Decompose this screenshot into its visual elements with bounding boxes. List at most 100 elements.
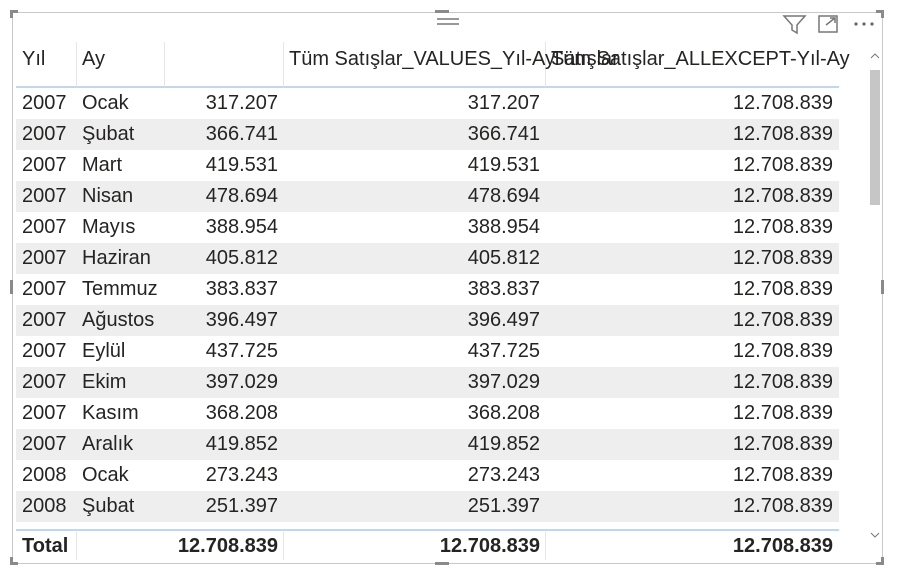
table-cell: 366.741	[205, 123, 278, 145]
table-cell: Aralık	[82, 433, 134, 455]
row-background	[16, 491, 839, 522]
row-background	[16, 367, 839, 398]
table-cell: 2007	[22, 371, 67, 393]
row-background	[16, 243, 839, 274]
table-cell: 2007	[22, 433, 67, 455]
table-cell: Ağustos	[82, 309, 155, 331]
table-cell: 388.954	[467, 216, 540, 238]
column-header: Satışlar	[551, 48, 619, 70]
table-cell: 12.708.839	[732, 495, 833, 517]
resize-handle[interactable]	[10, 10, 18, 13]
resize-handle[interactable]	[876, 10, 884, 13]
table-cell: 368.208	[467, 402, 540, 424]
table-cell: 2007	[22, 340, 67, 362]
table-cell: 12.708.839	[732, 185, 833, 207]
table-cell: 317.207	[467, 92, 540, 114]
table-cell: 12.708.839	[732, 278, 833, 300]
column-header: Tüm Satışlar_VALUES_Yıl-Ay	[289, 48, 556, 70]
table-cell: 251.397	[205, 495, 278, 517]
row-background	[16, 119, 839, 150]
total-value: 12.708.839	[439, 535, 540, 557]
table-cell: 273.243	[467, 464, 540, 486]
table-cell: 478.694	[205, 185, 278, 207]
table-cell: Ekim	[82, 371, 127, 393]
resize-handle[interactable]	[10, 10, 13, 18]
table-cell: Temmuz	[82, 278, 158, 300]
table-cell: 396.497	[205, 309, 278, 331]
table-cell: 366.741	[467, 123, 540, 145]
table-cell: 2007	[22, 123, 67, 145]
table-cell: 317.207	[205, 92, 278, 114]
table-cell: Kasım	[82, 402, 139, 424]
table-cell: Mart	[82, 154, 122, 176]
table-cell: 12.708.839	[732, 216, 833, 238]
table-cell: 12.708.839	[732, 433, 833, 455]
filter-icon[interactable]	[782, 15, 807, 35]
row-background	[16, 181, 839, 212]
resize-handle[interactable]	[876, 562, 884, 565]
table-cell: Haziran	[82, 247, 151, 269]
row-background	[16, 305, 839, 336]
table-cell: 437.725	[205, 340, 278, 362]
resize-handle[interactable]	[10, 557, 13, 565]
table-cell: 383.837	[467, 278, 540, 300]
column-header: Yıl	[22, 48, 46, 70]
table-cell: 251.397	[467, 495, 540, 517]
table-cell: 397.029	[205, 371, 278, 393]
resize-handle[interactable]	[881, 280, 884, 294]
table-cell: 2007	[22, 216, 67, 238]
column-separator	[283, 532, 284, 560]
column-separator	[76, 532, 77, 560]
focus-mode-icon[interactable]	[818, 15, 838, 33]
table-cell: Mayıs	[82, 216, 136, 238]
table-cell: 419.531	[205, 154, 278, 176]
table-cell: 12.708.839	[732, 340, 833, 362]
table-cell: 405.812	[205, 247, 278, 269]
scroll-up[interactable]	[870, 53, 880, 59]
column-separator	[283, 42, 284, 87]
table-cell: 396.497	[467, 309, 540, 331]
table-cell: 12.708.839	[732, 309, 833, 331]
table-cell: 419.852	[205, 433, 278, 455]
table-cell: 2007	[22, 278, 67, 300]
table-cell: 368.208	[205, 402, 278, 424]
resize-handle[interactable]	[881, 557, 884, 565]
table-cell: 2007	[22, 309, 67, 331]
table-cell: Nisan	[82, 185, 134, 207]
total-value: 12.708.839	[732, 535, 833, 557]
table-cell: 437.725	[467, 340, 540, 362]
table-cell: 383.837	[205, 278, 278, 300]
table-cell: 12.708.839	[732, 123, 833, 145]
total-value: 12.708.839	[177, 535, 278, 557]
table-cell: Ocak	[82, 92, 129, 114]
resize-handle[interactable]	[10, 562, 18, 565]
column-header: Ay	[82, 48, 105, 70]
table-cell: 12.708.839	[732, 402, 833, 424]
table-cell: 12.708.839	[732, 247, 833, 269]
column-separator	[164, 42, 165, 87]
scrollbar-thumb[interactable]	[870, 70, 880, 205]
more-options-icon[interactable]	[854, 22, 874, 26]
column-separator	[76, 42, 77, 87]
table-cell: 2007	[22, 247, 67, 269]
total-label: Total	[22, 535, 69, 557]
column-separator	[545, 532, 546, 560]
table-cell: 478.694	[467, 185, 540, 207]
table-cell: Ocak	[82, 464, 129, 486]
resize-handle[interactable]	[435, 10, 449, 13]
column-separator	[545, 42, 546, 87]
table-cell: 419.531	[467, 154, 540, 176]
resize-handle[interactable]	[10, 280, 13, 294]
table-cell: 397.029	[467, 371, 540, 393]
resize-handle[interactable]	[881, 10, 884, 18]
table-cell: 12.708.839	[732, 464, 833, 486]
table-cell: 12.708.839	[732, 371, 833, 393]
resize-handle[interactable]	[435, 562, 449, 565]
row-background	[16, 429, 839, 460]
table-cell: 12.708.839	[732, 154, 833, 176]
focus-mode-arrow	[825, 17, 836, 26]
scroll-down[interactable]	[870, 532, 880, 538]
table-cell: 2008	[22, 495, 67, 517]
